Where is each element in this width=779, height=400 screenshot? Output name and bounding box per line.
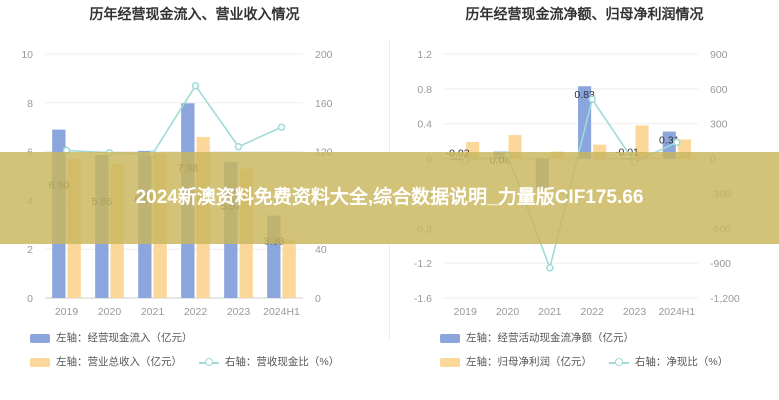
chart-left-legend: 左轴：经营现金流入（亿元） 左轴：营业总收入（亿元） 右轴：营收现金比（%） xyxy=(30,330,353,369)
overlay-banner: 2024新澳资料免费资料大全,综合数据说明_力量版CIF175.66 xyxy=(0,152,779,244)
right-xtick: 2024H1 xyxy=(658,306,695,318)
left-ytick-right: 160 xyxy=(315,98,333,110)
right-ytick-right: 900 xyxy=(710,49,728,61)
banner-text: 2024新澳资料免费资料大全,综合数据说明_力量版CIF175.66 xyxy=(135,187,644,208)
chart-right-title: 历年经营现金流净额、归母净利润情况 xyxy=(465,6,704,22)
left-xtick: 2022 xyxy=(184,306,208,318)
chart-left-title: 历年经营现金流入、营业收入情况 xyxy=(89,6,300,22)
legend-item-revenue-cash-ratio[interactable]: 右轴：营收现金比（%） xyxy=(198,354,339,369)
left-xtick: 2020 xyxy=(98,306,122,318)
left-ytick-left: 2 xyxy=(27,244,33,256)
left-line-series3 xyxy=(66,84,282,155)
right-xtick: 2020 xyxy=(496,306,520,318)
right-ytick-left: 0.8 xyxy=(417,84,432,96)
left-xtick: 2019 xyxy=(55,306,79,318)
left-ytick-right: 40 xyxy=(315,244,327,256)
legend-item-cash-profit-ratio[interactable]: 右轴：净现比（%） xyxy=(608,354,728,369)
left-ytick-right: 0 xyxy=(315,293,321,305)
left-ytick-right: 200 xyxy=(315,49,333,61)
right-ytick-left: -1.6 xyxy=(414,293,432,305)
right-xtick: 2019 xyxy=(453,306,477,318)
left-line-point xyxy=(277,123,286,131)
right-ytick-left: 0.4 xyxy=(417,119,432,131)
chart-right-panel: 历年经营现金流净额、归母净利润情况 -1.6-1,200-1.2-900-0.8… xyxy=(390,0,779,400)
right-xtick: 2023 xyxy=(623,306,647,318)
right-bar-series2 xyxy=(635,125,649,159)
legend-item-net-profit[interactable]: 左轴：归母净利润（亿元） xyxy=(440,354,592,369)
left-xtick: 2023 xyxy=(227,306,251,318)
right-ytick-right: -1,200 xyxy=(710,293,740,305)
right-ytick-right: 300 xyxy=(710,119,728,131)
right-ytick-left: -1.2 xyxy=(414,258,432,270)
legend-item-net-operating-cash[interactable]: 左轴：经营活动现金流净额（亿元） xyxy=(440,330,634,345)
right-xtick: 2022 xyxy=(580,306,604,318)
legend-item-cash-inflow[interactable]: 左轴：经营现金流入（亿元） xyxy=(30,330,193,345)
right-ytick-right: -900 xyxy=(710,258,731,270)
left-bar-series2 xyxy=(282,239,296,298)
left-xtick: 2024H1 xyxy=(263,306,300,318)
right-ytick-left: 1.2 xyxy=(417,49,432,61)
right-line-point xyxy=(673,138,681,147)
left-xtick: 2021 xyxy=(141,306,165,318)
left-ytick-left: 0 xyxy=(27,293,33,305)
left-line-point xyxy=(191,81,200,90)
chart-right-legend: 左轴：经营活动现金流净额（亿元） 左轴：归母净利润（亿元） 右轴：净现比（%） xyxy=(440,330,742,369)
left-line-point xyxy=(234,142,243,151)
left-ytick-left: 10 xyxy=(21,49,33,61)
right-xtick: 2021 xyxy=(538,306,562,318)
right-ytick-right: 600 xyxy=(710,84,728,96)
right-line-point xyxy=(588,95,596,104)
legend-item-revenue[interactable]: 左轴：营业总收入（亿元） xyxy=(30,354,182,369)
right-line-point xyxy=(546,264,554,272)
left-ytick-left: 8 xyxy=(27,98,33,110)
